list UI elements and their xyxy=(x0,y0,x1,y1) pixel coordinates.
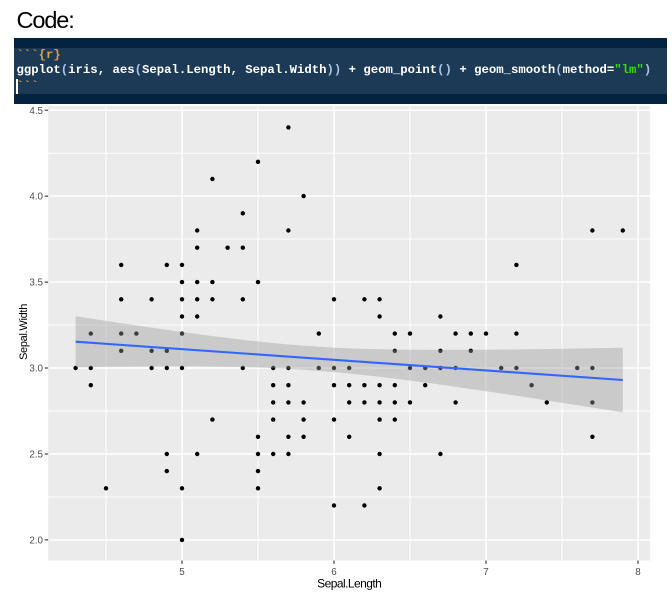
svg-text:4.5: 4.5 xyxy=(29,106,43,117)
svg-text:2.0: 2.0 xyxy=(29,536,43,547)
svg-text:6: 6 xyxy=(331,567,337,578)
svg-text:3.5: 3.5 xyxy=(29,278,43,289)
svg-text:8: 8 xyxy=(635,567,641,578)
svg-text:5: 5 xyxy=(179,567,185,578)
svg-text:3.0: 3.0 xyxy=(29,364,43,375)
svg-text:4.0: 4.0 xyxy=(29,192,43,203)
svg-text:Sepal.Length: Sepal.Length xyxy=(317,577,381,591)
svg-text:Sepal.Width: Sepal.Width xyxy=(18,304,30,360)
svg-text:2.5: 2.5 xyxy=(29,450,43,461)
svg-text:7: 7 xyxy=(483,567,488,578)
